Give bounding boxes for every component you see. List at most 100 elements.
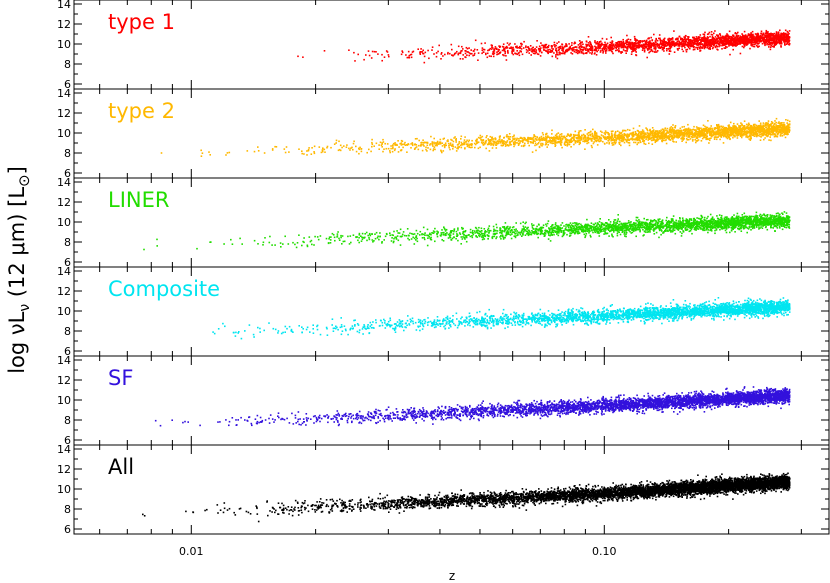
data-point [655,41,657,43]
data-point [741,36,743,38]
data-point [729,42,732,44]
data-point [597,49,600,51]
data-point [636,46,639,49]
data-point [733,122,735,125]
data-point [624,42,626,45]
data-point [481,47,484,49]
data-point [531,47,534,49]
data-point [768,36,770,39]
data-point [645,39,648,42]
data-point [729,121,732,124]
data-point [645,40,648,43]
data-point [322,147,324,149]
data-point [559,52,562,54]
data-point [786,133,789,136]
data-point [653,33,655,36]
data-point [339,149,342,152]
y-tick-label: 6 [64,78,71,91]
data-point [584,48,586,50]
data-point [711,36,714,38]
data-point [511,48,514,51]
data-point [320,151,323,154]
data-point [689,129,692,131]
data-point [734,43,737,46]
data-point [274,145,276,148]
data-point [718,135,720,137]
data-point [598,44,600,46]
data-point [590,130,592,133]
data-point [520,51,522,53]
data-point [704,37,707,39]
data-point [341,146,343,149]
data-point [636,42,638,45]
data-point [665,45,667,47]
data-point [590,139,593,142]
data-point [782,32,785,34]
data-point [527,46,529,48]
data-point [775,43,778,46]
data-point [677,39,679,41]
data-point [338,148,341,151]
data-point [598,46,601,48]
data-point [781,124,783,127]
data-point [694,38,697,41]
data-point [743,46,745,49]
data-point [705,44,708,47]
data-point [488,55,491,57]
data-point [528,49,531,51]
data-point [762,41,765,43]
data-point [663,39,665,41]
data-point [602,50,605,53]
data-point [703,43,706,45]
data-point [257,150,260,152]
data-point [622,40,625,43]
data-point [480,136,482,139]
data-point [591,146,593,149]
data-point [565,49,567,52]
data-point [639,44,641,47]
data-point [733,129,735,132]
data-point [618,133,621,136]
data-point [631,46,633,48]
data-point [649,41,651,43]
data-point [498,45,500,47]
data-point [723,43,726,45]
data-point [750,32,752,34]
data-point [584,52,587,54]
data-point [674,42,676,45]
data-point [533,49,535,51]
data-point [651,43,653,45]
data-point [468,54,470,57]
data-point [406,151,408,153]
data-point [743,35,745,37]
data-point [762,38,764,40]
data-point [737,129,740,132]
data-point [653,51,656,53]
data-point [777,39,779,41]
data-point [494,47,497,50]
data-point [748,134,751,137]
data-point [677,129,679,131]
data-point [728,124,730,126]
data-point [607,132,609,134]
data-point [736,33,738,35]
data-point [528,144,530,147]
data-point [715,133,718,136]
data-point [783,33,785,36]
data-point [387,54,390,56]
data-point [605,52,607,54]
data-point [538,50,541,53]
data-point [720,42,723,44]
data-point [542,46,545,48]
data-point [685,141,687,144]
data-point [399,142,401,145]
data-point [696,134,699,137]
data-point [160,152,163,154]
data-point [464,50,466,52]
data-point [711,135,713,138]
data-point [402,146,404,149]
data-point [736,42,738,44]
data-point [639,139,641,142]
data-point [681,38,684,41]
data-point [565,141,568,143]
